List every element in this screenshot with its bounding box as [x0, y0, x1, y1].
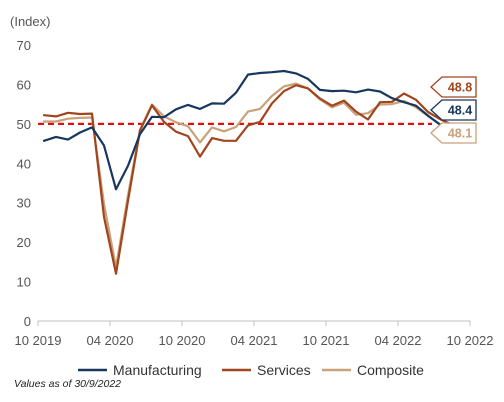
end-label-box-composite [430, 122, 477, 144]
x-tick-label: 10 2020 [159, 333, 206, 348]
y-tick-label: 10 [17, 275, 31, 290]
series-line-manufacturing [42, 69, 466, 191]
x-tick-label: 10 2019 [15, 333, 62, 348]
x-tick-label: 10 2021 [303, 333, 350, 348]
y-tick-label: 40 [17, 156, 31, 171]
y-axis-unit-label: (Index) [10, 14, 50, 29]
end-label-box-manufacturing [430, 99, 477, 121]
y-tick-label: 30 [17, 196, 31, 211]
x-tick-label: 04 2021 [231, 333, 278, 348]
footnote: Values as of 30/9/2022 [14, 378, 121, 390]
legend: Manufacturing Services Composite [78, 362, 424, 378]
end-value-label-manufacturing: 48.4 [448, 104, 472, 118]
x-tick-label: 04 2022 [375, 333, 422, 348]
series-lines [42, 69, 466, 275]
x-tick-label: 10 2022 [447, 333, 494, 348]
y-tick-label: 60 [17, 77, 31, 92]
x-tick-label: 04 2020 [87, 333, 134, 348]
end-value-label-composite: 48.1 [448, 127, 472, 141]
legend-label-services: Services [257, 362, 311, 378]
legend-label-composite: Composite [357, 362, 424, 378]
x-axis: 10 2019 04 2020 10 2020 04 2021 10 2021 04 20… [15, 321, 494, 348]
end-label-box-services [430, 76, 477, 98]
y-tick-label: 20 [17, 235, 31, 250]
y-tick-label: 0 [24, 314, 31, 329]
y-axis: 0 10 20 30 40 50 60 70 [17, 38, 31, 329]
y-tick-label: 70 [17, 38, 31, 53]
end-value-label-services: 48.8 [448, 81, 472, 95]
y-tick-label: 50 [17, 117, 31, 132]
legend-label-manufacturing: Manufacturing [113, 362, 202, 378]
series-line-services [42, 84, 466, 275]
series-line-composite [42, 82, 466, 269]
end-value-labels: 48.8 48.4 48.1 [430, 76, 477, 144]
